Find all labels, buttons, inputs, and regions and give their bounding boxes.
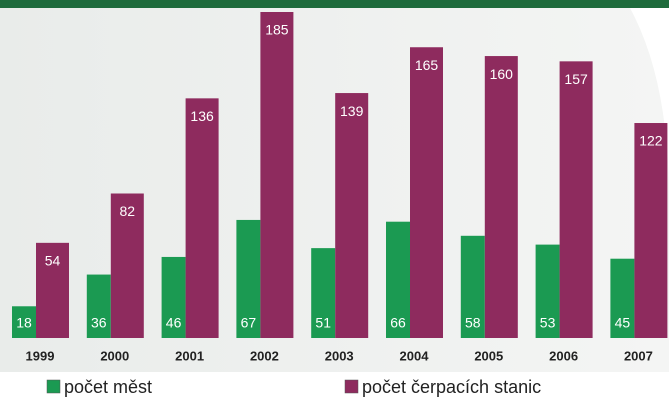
value-label: 67 [241, 315, 257, 331]
top-band [0, 0, 669, 8]
value-label: 53 [540, 315, 556, 331]
bar [386, 221, 410, 338]
bar [36, 242, 69, 338]
bar [110, 193, 144, 338]
legend-label: počet měst [64, 377, 152, 397]
legend-swatch [46, 379, 61, 394]
value-label: 54 [45, 253, 61, 269]
legend-swatch [344, 379, 359, 394]
bar [335, 93, 369, 339]
decor-curve [630, 8, 669, 200]
bar [86, 274, 111, 338]
x-tick-label: 1999 [26, 348, 55, 363]
value-label: 58 [465, 315, 481, 331]
bar [311, 248, 336, 338]
value-label: 51 [315, 315, 331, 331]
legend-label: počet čerpacích stanic [362, 377, 541, 397]
value-label: 157 [564, 71, 588, 87]
bar [484, 56, 518, 339]
bar [410, 47, 443, 338]
value-label: 136 [190, 108, 214, 124]
x-tick-label: 2001 [175, 348, 204, 363]
value-label: 82 [120, 203, 136, 219]
value-label: 46 [166, 315, 182, 331]
value-label: 45 [615, 315, 631, 331]
x-tick-label: 2000 [100, 348, 129, 363]
bar [185, 98, 219, 338]
bar [260, 12, 294, 338]
legend-area [0, 372, 669, 406]
value-label: 165 [415, 57, 439, 73]
x-tick-label: 2002 [250, 348, 279, 363]
value-label: 18 [16, 315, 32, 331]
bar [634, 123, 668, 339]
bar [460, 235, 485, 338]
value-label: 185 [265, 22, 289, 38]
bar [161, 256, 186, 338]
value-label: 139 [340, 103, 364, 119]
bar [535, 244, 560, 338]
value-label: 36 [91, 315, 107, 331]
x-tick-label: 2005 [474, 348, 503, 363]
bar [559, 61, 593, 338]
bar [610, 258, 635, 338]
x-tick-label: 2003 [325, 348, 354, 363]
x-tick-label: 2006 [549, 348, 578, 363]
x-tick-label: 2004 [400, 348, 430, 363]
bar [236, 219, 261, 338]
value-label: 160 [490, 66, 514, 82]
value-label: 66 [390, 315, 406, 331]
bar [12, 306, 36, 338]
value-label: 122 [639, 133, 663, 149]
x-tick-label: 2007 [624, 348, 653, 363]
